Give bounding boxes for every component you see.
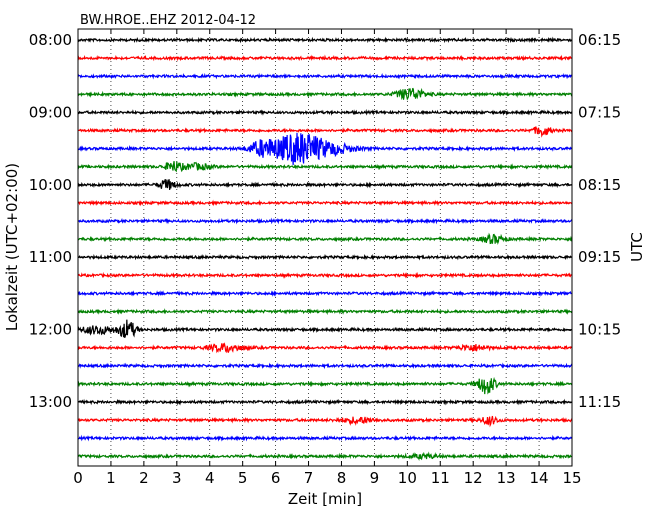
left-axis-ticks: 08:00 09:00 10:00 11:00 12:00 13:00: [29, 31, 84, 411]
x-axis-ticks: 0 1 2 3 4 5 6 7 8 9 10 11 12 13 14 15: [73, 29, 582, 487]
x-tick-label-6: 6: [271, 469, 281, 487]
trace-row-20: [77, 398, 573, 406]
left-tick-label-1: 09:00: [29, 103, 72, 121]
x-tick-label-13: 13: [497, 469, 516, 487]
seismogram-traces: [77, 36, 573, 462]
x-tick-label-3: 3: [172, 469, 182, 487]
x-tick-label-2: 2: [139, 469, 149, 487]
trace-row-5: [77, 126, 573, 138]
left-tick-label-0: 08:00: [29, 31, 72, 49]
right-tick-label-0: 06:15: [578, 31, 621, 49]
trace-row-21: [77, 415, 573, 428]
trace-row-9: [77, 199, 573, 207]
trace-row-17: [77, 342, 573, 354]
left-tick-label-5: 13:00: [29, 393, 72, 411]
x-tick-label-9: 9: [370, 469, 380, 487]
x-tick-label-7: 7: [304, 469, 314, 487]
trace-row-8: [77, 179, 573, 190]
x-tick-label-8: 8: [337, 469, 347, 487]
left-tick-label-3: 11:00: [29, 248, 72, 266]
trace-row-11: [77, 232, 573, 245]
right-tick-label-2: 08:15: [578, 176, 621, 194]
x-tick-label-4: 4: [205, 469, 215, 487]
x-tick-label-5: 5: [238, 469, 248, 487]
trace-row-14: [77, 290, 573, 297]
left-tick-label-4: 12:00: [29, 321, 72, 339]
x-tick-label-15: 15: [562, 469, 581, 487]
trace-row-19: [77, 376, 573, 395]
trace-row-18: [77, 362, 573, 370]
x-tick-label-11: 11: [431, 469, 450, 487]
x-tick-label-1: 1: [106, 469, 116, 487]
x-tick-label-10: 10: [398, 469, 417, 487]
gridlines: [110, 29, 540, 466]
trace-row-3: [77, 87, 573, 101]
x-tick-label-0: 0: [73, 469, 83, 487]
trace-row-22: [77, 434, 573, 442]
right-tick-label-5: 11:15: [578, 393, 621, 411]
trace-row-7: [77, 161, 573, 173]
y-axis-label-right: UTC: [628, 232, 646, 262]
right-axis-ticks: 06:15 07:15 08:15 09:15 10:15 11:15: [566, 31, 621, 411]
y-axis-label-left: Lokalzeit (UTC+02:00): [3, 163, 21, 331]
trace-row-13: [77, 271, 572, 279]
right-tick-label-1: 07:15: [578, 103, 621, 121]
trace-row-10: [77, 217, 573, 225]
trace-row-4: [77, 108, 573, 116]
x-tick-label-12: 12: [464, 469, 483, 487]
right-tick-label-4: 10:15: [578, 321, 621, 339]
x-axis-label: Zeit [min]: [288, 490, 362, 508]
trace-row-23: [77, 451, 573, 462]
trace-row-6: [77, 132, 573, 165]
right-tick-label-3: 09:15: [578, 248, 621, 266]
trace-row-2: [77, 72, 573, 80]
x-tick-label-14: 14: [530, 469, 549, 487]
trace-row-12: [77, 253, 573, 261]
trace-row-1: [77, 54, 573, 62]
left-tick-label-2: 10:00: [29, 176, 72, 194]
trace-row-15: [77, 308, 573, 316]
plot-frame: [77, 28, 573, 467]
chart-title: BW.HROE..EHZ 2012-04-12: [80, 13, 256, 28]
trace-row-0: [77, 36, 573, 44]
trace-row-16: [77, 319, 573, 338]
